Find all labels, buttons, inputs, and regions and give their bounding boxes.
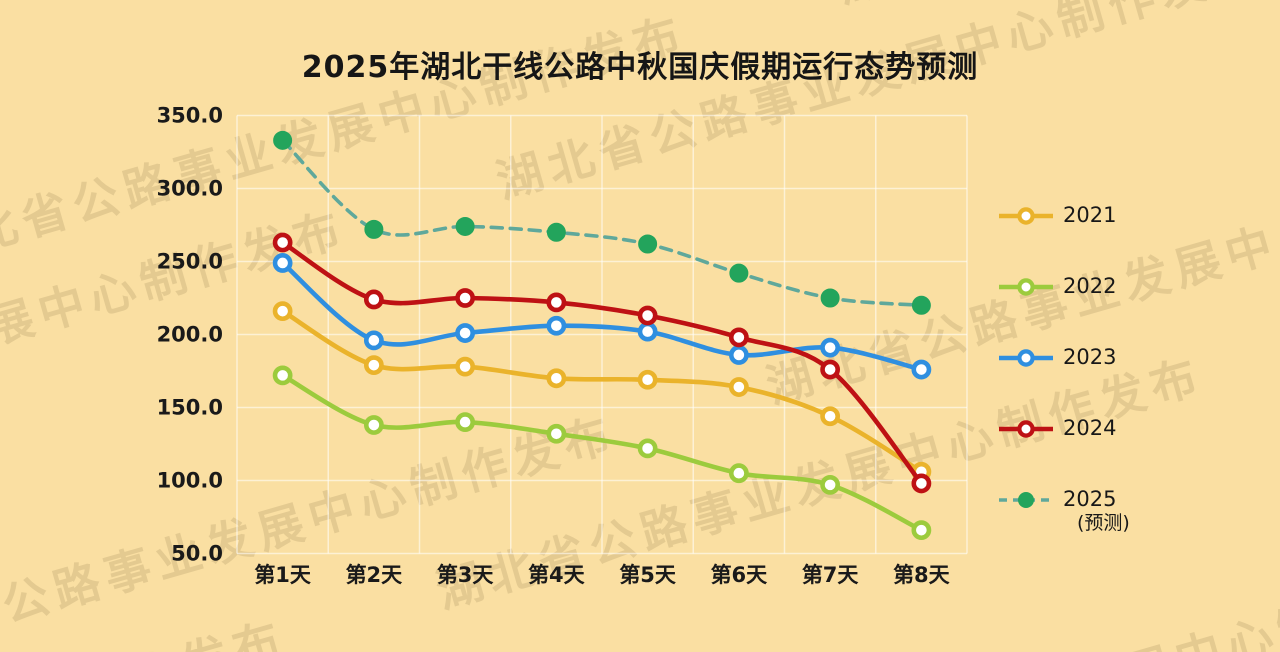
legend-item-2021: 2021	[997, 202, 1130, 229]
data-point-2022-第1天	[272, 365, 293, 386]
data-point-2025-第4天	[546, 222, 566, 242]
legend-item-2023: 2023	[997, 344, 1130, 371]
data-point-2021-第3天	[455, 356, 476, 377]
x-tick-label: 第5天	[619, 563, 677, 587]
legend-label-2024: 2024	[1063, 416, 1117, 440]
x-tick-label: 第8天	[893, 563, 951, 587]
series-line-2025	[280, 138, 924, 308]
x-tick-label: 第2天	[346, 563, 404, 587]
legend-swatch-2025	[999, 492, 1053, 508]
data-point-2021-第7天	[820, 406, 841, 427]
legend-item-2024: 2024	[997, 415, 1130, 442]
data-point-2021-第5天	[637, 369, 658, 390]
data-point-2022-第2天	[363, 415, 384, 435]
data-point-2023-第5天	[637, 321, 658, 342]
data-point-2021-第6天	[728, 377, 749, 397]
data-point-2023-第7天	[820, 337, 841, 358]
x-tick-label: 第7天	[802, 563, 860, 587]
data-point-2023-第2天	[363, 330, 384, 351]
y-tick-label: 250.0	[157, 250, 223, 274]
data-point-2022-第6天	[728, 463, 749, 484]
x-tick-label: 第6天	[711, 563, 769, 587]
data-point-2025-第1天	[273, 130, 293, 150]
data-point-2021-第4天	[546, 368, 567, 389]
data-point-2024-第8天	[911, 473, 932, 494]
x-tick-label: 第4天	[528, 563, 586, 587]
data-point-2024-第1天	[272, 232, 293, 253]
data-point-2021-第2天	[363, 355, 384, 376]
y-tick-label: 350.0	[157, 104, 223, 128]
data-point-2024-第6天	[728, 327, 749, 348]
data-point-2022-第4天	[546, 423, 567, 444]
y-tick-label: 300.0	[157, 177, 223, 201]
legend-label-2025: 2025	[1063, 487, 1117, 511]
legend-swatch-2022	[999, 278, 1053, 296]
legend-swatch-2023	[999, 349, 1053, 367]
data-point-2025-第7天	[820, 288, 840, 308]
data-point-2025-第6天	[729, 263, 749, 283]
legend-swatch-2024	[999, 420, 1053, 438]
legend-swatch-2021	[999, 207, 1053, 225]
data-point-2025-第3天	[455, 216, 475, 236]
data-point-2022-第7天	[820, 474, 841, 495]
data-point-2025-第8天	[911, 295, 931, 315]
x-tick-label: 第3天	[437, 563, 495, 587]
data-point-2022-第3天	[455, 412, 476, 432]
legend-label-2023: 2023	[1063, 345, 1117, 369]
data-point-2023-第1天	[272, 253, 293, 273]
chart-legend: 2021 2022 2023 2024 2025 (预测)	[997, 202, 1130, 534]
legend-item-2022: 2022	[997, 273, 1130, 300]
data-point-2024-第2天	[363, 289, 384, 310]
y-tick-label: 200.0	[157, 323, 223, 347]
data-point-2023-第6天	[728, 345, 749, 365]
y-tick-label: 150.0	[157, 396, 223, 420]
legend-label-2022: 2022	[1063, 274, 1117, 298]
data-point-2024-第7天	[820, 359, 841, 380]
data-point-2023-第4天	[546, 315, 567, 336]
legend-label-2021: 2021	[1063, 203, 1117, 227]
legend-item-2025: 2025 (预测)	[997, 486, 1130, 534]
legend-sublabel-2025: (预测)	[1077, 512, 1130, 534]
data-point-2024-第5天	[637, 305, 658, 326]
y-tick-label: 100.0	[157, 469, 223, 493]
chart-title: 2025年湖北干线公路中秋国庆假期运行态势预测	[301, 50, 979, 85]
data-point-2023-第8天	[911, 359, 932, 380]
data-point-2024-第3天	[455, 288, 476, 308]
y-tick-label: 50.0	[171, 542, 223, 566]
data-point-2022-第5天	[637, 438, 658, 459]
data-point-2023-第3天	[455, 323, 476, 343]
data-point-2025-第5天	[638, 234, 658, 254]
data-point-2024-第4天	[546, 292, 567, 313]
data-point-2022-第8天	[911, 520, 932, 541]
data-point-2021-第1天	[272, 301, 293, 322]
data-point-2025-第2天	[364, 219, 384, 239]
x-tick-label: 第1天	[254, 563, 312, 587]
